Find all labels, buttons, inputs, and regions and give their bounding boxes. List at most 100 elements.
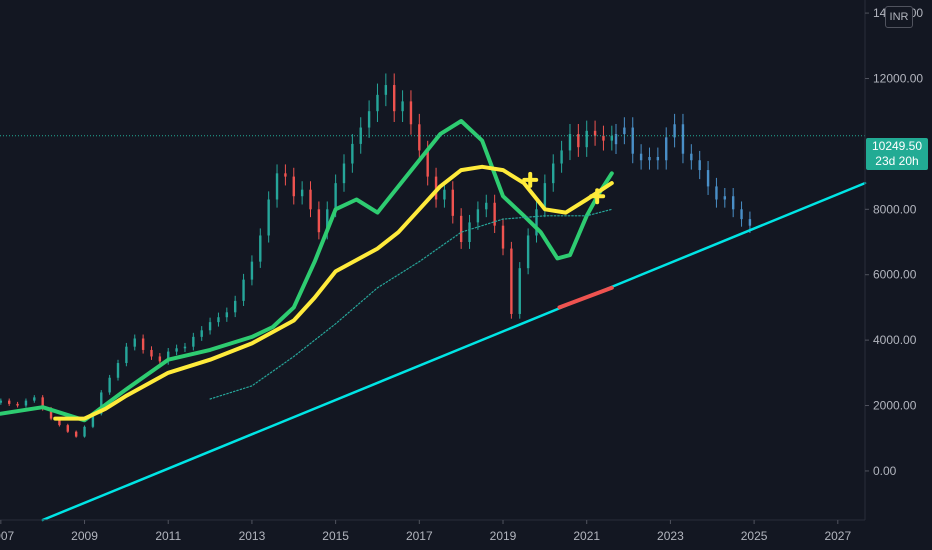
candle bbox=[510, 248, 513, 314]
candle bbox=[409, 101, 413, 125]
x-tick-label: 2023 bbox=[657, 529, 684, 543]
candle bbox=[518, 268, 521, 314]
candle bbox=[208, 322, 212, 331]
candle bbox=[568, 134, 572, 151]
candle bbox=[384, 85, 388, 95]
candle bbox=[451, 189, 454, 216]
candle bbox=[393, 85, 396, 112]
candle bbox=[376, 94, 379, 112]
candle bbox=[468, 222, 471, 243]
y-tick-label: 2000.00 bbox=[873, 399, 917, 413]
candle bbox=[259, 235, 262, 262]
projection-bar bbox=[665, 137, 668, 161]
candle bbox=[158, 356, 162, 362]
candle bbox=[200, 330, 203, 337]
candle bbox=[250, 261, 254, 280]
projection-bar bbox=[748, 219, 752, 226]
y-tick-label: 4000.00 bbox=[873, 333, 917, 347]
projection-bar bbox=[731, 196, 735, 210]
projection-bar bbox=[656, 156, 660, 161]
projection-layer bbox=[614, 113, 752, 234]
candle bbox=[125, 346, 128, 364]
candle bbox=[183, 346, 187, 349]
projection-bar bbox=[698, 160, 701, 171]
candle bbox=[526, 235, 530, 269]
candle bbox=[116, 363, 120, 378]
candle bbox=[602, 135, 605, 141]
candle bbox=[426, 150, 429, 177]
x-tick-label: 2015 bbox=[322, 529, 349, 543]
candle bbox=[443, 189, 446, 200]
cross-marker bbox=[522, 171, 539, 188]
projection-bar bbox=[639, 153, 643, 161]
candle bbox=[292, 176, 295, 197]
candle bbox=[284, 173, 287, 177]
candle bbox=[141, 338, 145, 350]
ema-fast-line bbox=[0, 119, 614, 423]
candle bbox=[543, 183, 547, 210]
candle bbox=[225, 312, 229, 318]
projection-bar bbox=[673, 124, 676, 138]
projection-bar bbox=[740, 209, 743, 220]
candle bbox=[535, 209, 538, 236]
candle bbox=[74, 431, 78, 437]
candle bbox=[16, 403, 19, 406]
x-tick-label: 2019 bbox=[490, 529, 517, 543]
y-tick-label: 0.00 bbox=[873, 464, 897, 478]
candle bbox=[300, 189, 304, 197]
ema-slow-line bbox=[53, 164, 614, 421]
markers-layer bbox=[522, 171, 606, 205]
currency-badge[interactable]: INR bbox=[885, 6, 913, 28]
candle bbox=[133, 338, 136, 347]
candle bbox=[418, 124, 421, 151]
x-tick-label: 2025 bbox=[741, 529, 768, 543]
y-tick-label: 12000.00 bbox=[873, 71, 923, 85]
indicator-lines-layer bbox=[0, 119, 867, 522]
candle bbox=[242, 279, 245, 301]
candle bbox=[585, 130, 588, 148]
x-tick-label: 2017 bbox=[406, 529, 433, 543]
candle bbox=[493, 202, 496, 226]
x-tick-label: 2011 bbox=[155, 529, 181, 543]
candle bbox=[91, 413, 95, 427]
candle bbox=[401, 101, 404, 112]
x-axis: 2007 2009 2011 2013 2015 2017 2019 2021 2023 2025… bbox=[0, 520, 851, 543]
projection-bar bbox=[681, 124, 685, 154]
candle bbox=[317, 209, 321, 233]
last-price-value: 10249.50 bbox=[871, 139, 923, 153]
candle bbox=[41, 397, 44, 409]
candle bbox=[233, 300, 237, 313]
candle bbox=[108, 377, 111, 393]
candle bbox=[175, 348, 178, 352]
plot-area bbox=[0, 0, 865, 520]
candle bbox=[552, 163, 555, 184]
candle bbox=[485, 202, 488, 210]
projection-bar bbox=[723, 196, 727, 200]
candle bbox=[8, 400, 11, 404]
candle bbox=[501, 225, 505, 249]
candle bbox=[610, 135, 614, 141]
projection-bar bbox=[706, 170, 710, 187]
projection-bar bbox=[648, 156, 651, 161]
y-axis: 14000.0012000.008000.006000.004000.00200… bbox=[865, 6, 923, 478]
candle bbox=[593, 130, 597, 136]
candle bbox=[24, 400, 28, 406]
candle bbox=[577, 134, 580, 148]
x-tick-label: 2007 bbox=[0, 529, 15, 543]
projection-bar bbox=[690, 153, 693, 161]
candle bbox=[342, 163, 346, 184]
candle bbox=[334, 183, 337, 210]
candle bbox=[351, 143, 354, 164]
x-tick-label: 2021 bbox=[573, 529, 600, 543]
candle bbox=[476, 209, 480, 223]
candle bbox=[367, 111, 371, 128]
candle bbox=[150, 349, 153, 357]
candle bbox=[217, 317, 220, 323]
x-tick-label: 2013 bbox=[239, 529, 266, 543]
long-ma-line bbox=[209, 208, 613, 400]
cross-marker bbox=[589, 188, 606, 205]
bottom-segment bbox=[557, 285, 614, 310]
y-tick-label: 6000.00 bbox=[873, 268, 917, 282]
projection-bar bbox=[623, 127, 626, 135]
